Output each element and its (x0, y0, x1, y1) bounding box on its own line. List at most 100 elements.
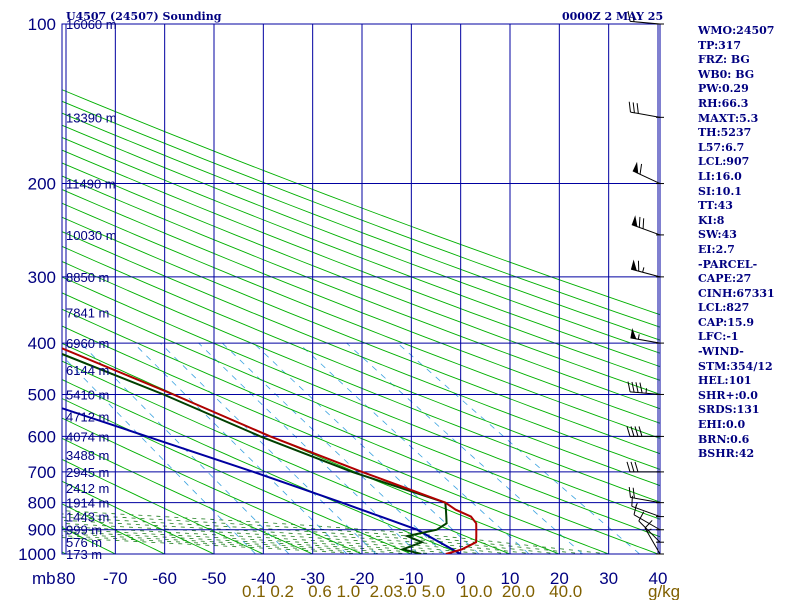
height-label: 7841 m (66, 305, 109, 320)
sounding-profiles (62, 347, 478, 554)
index-row: BRN:0.6 (698, 432, 750, 446)
mixing-ratio-line (253, 342, 480, 554)
index-row: WB0: BG (698, 67, 755, 81)
wind-barb (626, 426, 664, 437)
dewpoint-profile (62, 352, 448, 554)
wind-barb (631, 215, 664, 236)
height-label: 4074 m (66, 429, 109, 444)
dry-adiabat (62, 503, 165, 554)
index-row: BSHR:42 (698, 447, 755, 461)
height-label: 4712 m (66, 409, 109, 424)
valid-time: 0000Z 2 MAY 25 (562, 10, 664, 23)
temperature-tick-label: -20 (350, 569, 375, 588)
dry-adiabat (62, 149, 660, 381)
index-row: LCL:907 (698, 155, 750, 169)
dry-adiabat (62, 458, 264, 554)
temperature-tick-label: -60 (152, 569, 177, 588)
index-row: KI:8 (698, 213, 725, 227)
height-label: 3488 m (66, 448, 109, 463)
wind-barb (626, 461, 664, 473)
index-row: FRZ: BG (698, 53, 750, 67)
height-label: 8850 m (66, 270, 109, 285)
wind-barb (627, 381, 664, 395)
moist-adiabat (62, 519, 535, 554)
index-row: L57:6.7 (698, 140, 745, 154)
index-row: CAPE:27 (698, 272, 752, 286)
height-label: 5410 m (66, 387, 109, 402)
index-row: EI:2.7 (698, 242, 735, 256)
dry-adiabat (62, 417, 363, 554)
dry-adiabat (62, 162, 660, 395)
height-label: 1443 m (66, 510, 109, 525)
temperature-tick-label: -30 (300, 569, 325, 588)
dry-adiabat (62, 437, 313, 554)
dry-adiabat (62, 308, 659, 554)
dry-adiabat (62, 276, 660, 520)
pressure-tick-label: 1000 (18, 545, 56, 564)
mixing-ratio-labels: 0.1 0.2 0.6 1.0 2.03.0 5.0 10.0 20.0 40.… (242, 582, 582, 600)
temperature-tick-label: -40 (251, 569, 276, 588)
dry-adiabat (62, 124, 660, 354)
wind-barb (644, 520, 664, 555)
height-label: 173 m (66, 547, 102, 562)
dry-adiabat (62, 137, 660, 368)
temperature-tick-label: 40 (649, 569, 668, 588)
height-label: 6144 m (66, 363, 109, 378)
wind-barb (630, 328, 664, 344)
dry-adiabat (62, 189, 660, 424)
temperature-tick-label: 10 (501, 569, 520, 588)
index-row: HEL:101 (698, 374, 752, 388)
index-row: LFC:-1 (698, 330, 739, 344)
index-row: CINH:67331 (698, 286, 775, 300)
index-row: PW:0.29 (698, 82, 749, 96)
pressure-unit-label: mb (32, 569, 56, 588)
mixing-ratio-unit: g/kg (648, 582, 680, 600)
dry-adiabat (62, 175, 660, 410)
dry-adiabat (62, 202, 660, 439)
wind-barb (628, 101, 664, 118)
temperature-tick-label: 0 (456, 569, 465, 588)
moist-adiabat (62, 513, 585, 554)
dry-adiabat (62, 245, 660, 487)
pressure-tick-label: 100 (28, 15, 56, 34)
height-labels: 16060 m 13390 m 11490 m 10030 m 8850 m 7841 m… (66, 17, 117, 562)
pressure-tick-label: 700 (28, 463, 56, 482)
dry-adiabats (62, 89, 660, 554)
parcel-path (62, 407, 462, 554)
height-label: 999 m (66, 523, 102, 538)
index-row: TT:43 (698, 199, 733, 213)
mixing-ratio-line (346, 342, 583, 554)
dry-adiabat (62, 112, 660, 341)
pressure-tick-label: 600 (28, 427, 56, 446)
index-row: -WIND- (698, 345, 744, 359)
index-row: TH:5237 (698, 126, 752, 140)
height-label: 13390 m (66, 110, 117, 125)
station-title: U4507 (24507) Sounding (66, 10, 222, 23)
pressure-tick-label: 200 (28, 175, 56, 194)
index-row: LCL:827 (698, 301, 750, 315)
dry-adiabat (62, 100, 660, 328)
height-label: 2945 m (66, 465, 109, 480)
wind-barb (628, 487, 664, 504)
height-label: 6960 m (66, 336, 109, 351)
temperature-tick-label: 80 (57, 569, 76, 588)
dry-adiabat (62, 480, 215, 554)
wind-barb (627, 11, 664, 25)
indices-panel: WMO:24507 TP:317 FRZ: BG WB0: BG PW:0.29 RH:6… (698, 24, 798, 462)
dry-adiabat (62, 231, 660, 470)
pressure-tick-label: 300 (28, 268, 56, 287)
mixing-ratio-line (298, 342, 530, 554)
temperature-tick-label: -50 (202, 569, 227, 588)
index-row: STM:354/12 (698, 359, 773, 373)
pressure-tick-label: 500 (28, 385, 56, 404)
mixing-ratio-lines (62, 342, 640, 554)
index-row: SHR+:0.0 (698, 388, 758, 402)
height-label: 576 m (66, 535, 102, 550)
height-label: 11490 m (66, 177, 116, 192)
height-label: 2412 m (66, 481, 109, 496)
mixing-ratio-line (133, 342, 348, 554)
index-row: SW:43 (698, 228, 737, 242)
index-row: TP:317 (698, 38, 742, 52)
wind-barbs (626, 11, 664, 555)
